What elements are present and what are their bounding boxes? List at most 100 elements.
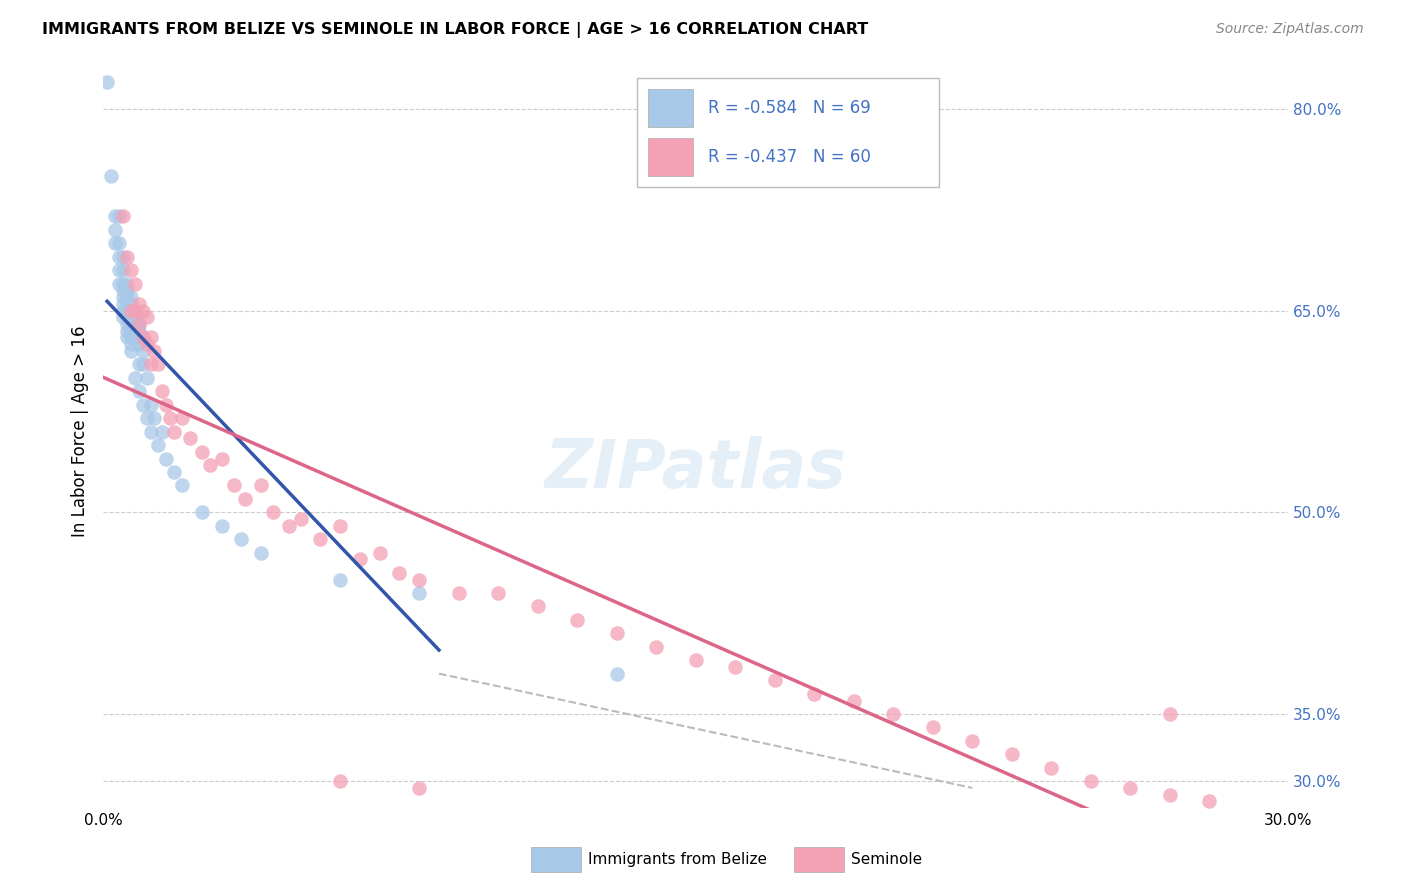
Point bbox=[447, 586, 470, 600]
Point bbox=[115, 284, 138, 298]
Point bbox=[111, 303, 134, 318]
Point bbox=[115, 303, 138, 318]
Point bbox=[128, 337, 150, 351]
Point bbox=[108, 263, 131, 277]
Point bbox=[155, 451, 177, 466]
Point bbox=[191, 505, 214, 519]
Point bbox=[222, 478, 245, 492]
Point bbox=[135, 337, 157, 351]
Point bbox=[921, 720, 943, 734]
Point bbox=[159, 411, 181, 425]
Point bbox=[1159, 706, 1181, 721]
Point bbox=[172, 411, 194, 425]
Point bbox=[1159, 788, 1181, 802]
Text: Immigrants from Belize: Immigrants from Belize bbox=[588, 853, 766, 867]
Point bbox=[191, 444, 214, 458]
Point bbox=[131, 398, 153, 412]
Point bbox=[131, 330, 153, 344]
FancyBboxPatch shape bbox=[648, 138, 693, 176]
Point bbox=[115, 290, 138, 304]
Point bbox=[235, 491, 257, 506]
Point bbox=[408, 573, 430, 587]
Point bbox=[962, 734, 984, 748]
Point bbox=[128, 358, 150, 372]
Point bbox=[128, 330, 150, 344]
Point bbox=[388, 566, 411, 580]
Point bbox=[172, 478, 194, 492]
Point bbox=[155, 398, 177, 412]
Point bbox=[128, 384, 150, 399]
Point bbox=[120, 337, 142, 351]
Point bbox=[139, 425, 162, 439]
Point bbox=[329, 518, 352, 533]
Point bbox=[329, 774, 352, 789]
Point bbox=[111, 297, 134, 311]
Point bbox=[763, 673, 786, 688]
Point bbox=[163, 465, 186, 479]
Text: Source: ZipAtlas.com: Source: ZipAtlas.com bbox=[1216, 22, 1364, 37]
Point bbox=[128, 297, 150, 311]
Point bbox=[115, 324, 138, 338]
Point bbox=[152, 425, 174, 439]
Point bbox=[120, 303, 142, 318]
Point bbox=[131, 343, 153, 358]
Point bbox=[108, 277, 131, 291]
Point bbox=[179, 431, 201, 445]
Point bbox=[309, 532, 332, 546]
Text: R = -0.437   N = 60: R = -0.437 N = 60 bbox=[707, 148, 870, 166]
Point bbox=[124, 303, 146, 318]
Point bbox=[250, 546, 273, 560]
Point bbox=[131, 330, 153, 344]
Point bbox=[124, 310, 146, 325]
Point bbox=[120, 330, 142, 344]
Point bbox=[803, 687, 825, 701]
Point bbox=[124, 330, 146, 344]
Point bbox=[290, 512, 312, 526]
Point bbox=[211, 451, 233, 466]
Point bbox=[111, 290, 134, 304]
Text: R = -0.584   N = 69: R = -0.584 N = 69 bbox=[707, 99, 870, 117]
Point bbox=[1001, 747, 1024, 762]
Point bbox=[724, 660, 747, 674]
Point bbox=[135, 310, 157, 325]
Point bbox=[115, 317, 138, 331]
Point bbox=[408, 586, 430, 600]
Point bbox=[131, 303, 153, 318]
Text: IMMIGRANTS FROM BELIZE VS SEMINOLE IN LABOR FORCE | AGE > 16 CORRELATION CHART: IMMIGRANTS FROM BELIZE VS SEMINOLE IN LA… bbox=[42, 22, 869, 38]
Point bbox=[1198, 794, 1220, 808]
Point bbox=[139, 330, 162, 344]
Point bbox=[1119, 780, 1142, 795]
Point bbox=[120, 324, 142, 338]
Text: Seminole: Seminole bbox=[851, 853, 922, 867]
Point bbox=[120, 290, 142, 304]
Point bbox=[111, 263, 134, 277]
FancyBboxPatch shape bbox=[637, 78, 939, 187]
Point bbox=[685, 653, 707, 667]
Point bbox=[108, 250, 131, 264]
FancyBboxPatch shape bbox=[648, 89, 693, 127]
Point bbox=[120, 303, 142, 318]
Point bbox=[250, 478, 273, 492]
Point bbox=[120, 310, 142, 325]
Point bbox=[1040, 761, 1063, 775]
Point bbox=[131, 358, 153, 372]
Point bbox=[108, 236, 131, 251]
Point bbox=[567, 613, 589, 627]
Point bbox=[111, 310, 134, 325]
Point bbox=[115, 250, 138, 264]
Point bbox=[124, 303, 146, 318]
Point bbox=[148, 358, 170, 372]
Point bbox=[111, 284, 134, 298]
Point bbox=[842, 693, 865, 707]
Point bbox=[124, 277, 146, 291]
Point bbox=[120, 297, 142, 311]
Point bbox=[115, 297, 138, 311]
Point bbox=[111, 277, 134, 291]
Point bbox=[408, 780, 430, 795]
Point bbox=[368, 546, 391, 560]
Point bbox=[277, 518, 299, 533]
Point bbox=[606, 626, 628, 640]
Point bbox=[115, 277, 138, 291]
Point bbox=[231, 532, 253, 546]
Point bbox=[128, 317, 150, 331]
